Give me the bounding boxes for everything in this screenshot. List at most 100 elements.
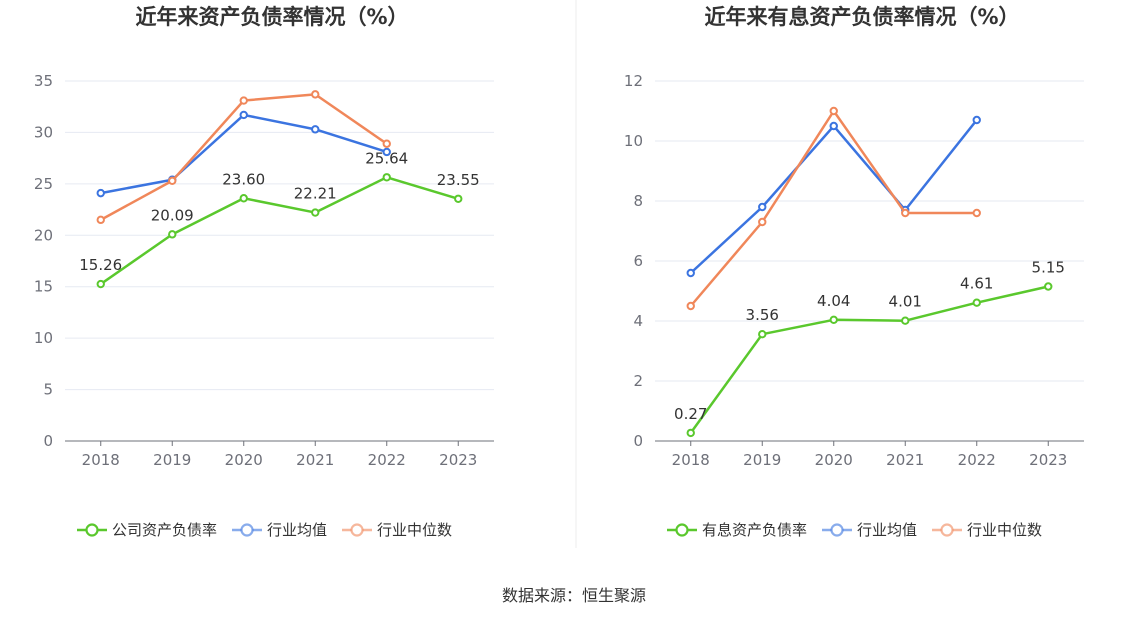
- data-label: 4.04: [817, 292, 850, 310]
- data-point[interactable]: [758, 330, 767, 339]
- x-tick-label: 2021: [296, 451, 334, 469]
- y-tick-label: 30: [34, 123, 53, 141]
- legend-item[interactable]: 行业中位数: [341, 519, 452, 540]
- y-tick-label: 2: [633, 372, 643, 390]
- data-point[interactable]: [829, 315, 838, 324]
- legend-item[interactable]: 有息资产负债率: [666, 519, 807, 540]
- data-point[interactable]: [96, 188, 105, 198]
- data-point[interactable]: [901, 208, 910, 218]
- data-label: 23.60: [222, 170, 265, 188]
- y-tick-label: 12: [624, 72, 643, 90]
- legend-label: 行业均值: [267, 521, 328, 539]
- legend-label: 有息资产负债率: [702, 521, 808, 539]
- data-point[interactable]: [168, 176, 177, 185]
- series-path: [689, 109, 977, 307]
- x-tick-label: 2020: [815, 451, 853, 469]
- data-label: 25.64: [365, 149, 408, 167]
- series-path: [689, 285, 1049, 434]
- series-line-0: 0.27 3.56 4.04 4.01 4.61 5.15: [674, 259, 1065, 438]
- y-tick-label: 10: [624, 132, 643, 150]
- data-point[interactable]: [972, 298, 981, 307]
- data-point[interactable]: [311, 208, 320, 217]
- y-tick-label: 8: [633, 192, 643, 210]
- y-tick-label: 20: [34, 226, 53, 244]
- x-tick-label: 2023: [1029, 451, 1067, 469]
- legend-right-chart: 有息资产负债率 行业均值 行业中位数: [666, 519, 1042, 540]
- legend-item[interactable]: 行业中位数: [931, 519, 1042, 540]
- x-tick-label: 2021: [886, 451, 924, 469]
- data-label: 4.01: [889, 293, 922, 311]
- data-point[interactable]: [686, 428, 695, 438]
- data-point[interactable]: [168, 230, 177, 239]
- legend-label: 行业中位数: [967, 521, 1043, 539]
- x-tick-label: 2019: [153, 451, 191, 469]
- data-label: 20.09: [151, 206, 194, 224]
- chart-panel-1: 近年来有息资产负债率情况（%） 0 2 4 6 8 10 12 2018 2019 2020 2021…: [624, 5, 1084, 469]
- series-line-0: 15.26 20.09 23.60 22.21 25.64 23.55: [79, 149, 480, 289]
- data-point[interactable]: [96, 215, 105, 225]
- data-point[interactable]: [686, 301, 695, 311]
- series-path: [100, 176, 459, 286]
- chart-title: 近年来有息资产负债率情况（%）: [704, 5, 1019, 29]
- data-point[interactable]: [239, 194, 248, 203]
- y-tick-label: 10: [34, 329, 53, 347]
- data-point[interactable]: [829, 106, 838, 116]
- data-source-note: 数据来源：恒生聚源: [501, 586, 646, 605]
- data-point[interactable]: [758, 202, 767, 212]
- chart-panel-0: 近年来资产负债率情况（%） 0 5 10 15 20 25 30 35 2018 2019 2020 2…: [34, 5, 494, 469]
- data-label: 15.26: [79, 256, 122, 274]
- y-tick-label: 15: [34, 278, 53, 296]
- series-path: [689, 119, 978, 274]
- data-point[interactable]: [972, 208, 981, 218]
- series-line-2: [686, 106, 981, 311]
- data-label: 4.61: [960, 275, 993, 293]
- x-tick-label: 2018: [82, 451, 120, 469]
- chart-title: 近年来资产负债率情况（%）: [135, 5, 408, 29]
- data-label: 5.15: [1032, 259, 1065, 277]
- y-tick-label: 0: [43, 432, 53, 450]
- data-point[interactable]: [972, 115, 981, 125]
- legend-line-marker-icon: [822, 522, 853, 537]
- data-point[interactable]: [686, 268, 695, 278]
- data-point[interactable]: [1044, 282, 1053, 291]
- x-tick-label: 2022: [368, 451, 406, 469]
- data-point[interactable]: [758, 217, 767, 227]
- legend-line-marker-icon: [667, 522, 697, 537]
- legend-line-marker-icon: [232, 522, 263, 537]
- data-label: 0.27: [674, 405, 707, 423]
- data-point[interactable]: [382, 139, 391, 148]
- data-point[interactable]: [454, 194, 463, 203]
- data-point[interactable]: [901, 316, 910, 325]
- data-point[interactable]: [382, 147, 391, 157]
- y-tick-label: 5: [43, 381, 53, 399]
- legend-line-marker-icon: [342, 522, 373, 537]
- data-point[interactable]: [311, 125, 320, 134]
- data-point[interactable]: [96, 279, 105, 289]
- data-label: 23.55: [437, 171, 480, 189]
- data-point[interactable]: [239, 110, 248, 120]
- data-point[interactable]: [311, 90, 320, 99]
- legend-label: 行业均值: [857, 521, 918, 539]
- y-tick-label: 0: [633, 432, 643, 450]
- legend-line-marker-icon: [932, 522, 963, 537]
- legend-item[interactable]: 公司资产负债率: [76, 519, 217, 540]
- data-point[interactable]: [239, 96, 248, 105]
- x-tick-label: 2018: [672, 451, 710, 469]
- legend-label: 行业中位数: [377, 521, 453, 539]
- y-tick-label: 35: [34, 72, 53, 90]
- x-tick-label: 2023: [439, 451, 477, 469]
- x-tick-label: 2022: [958, 451, 996, 469]
- legend-label: 公司资产负债率: [112, 521, 218, 539]
- data-point[interactable]: [382, 173, 391, 182]
- series-line-2: [96, 90, 391, 225]
- y-tick-label: 25: [34, 175, 53, 193]
- y-tick-label: 4: [633, 312, 643, 330]
- data-label: 22.21: [294, 185, 337, 203]
- y-tick-label: 6: [633, 252, 643, 270]
- legend-line-marker-icon: [77, 522, 107, 537]
- x-tick-label: 2020: [225, 451, 263, 469]
- legend-item[interactable]: 行业均值: [231, 519, 327, 540]
- data-point[interactable]: [829, 121, 838, 131]
- legend-item[interactable]: 行业均值: [821, 519, 917, 540]
